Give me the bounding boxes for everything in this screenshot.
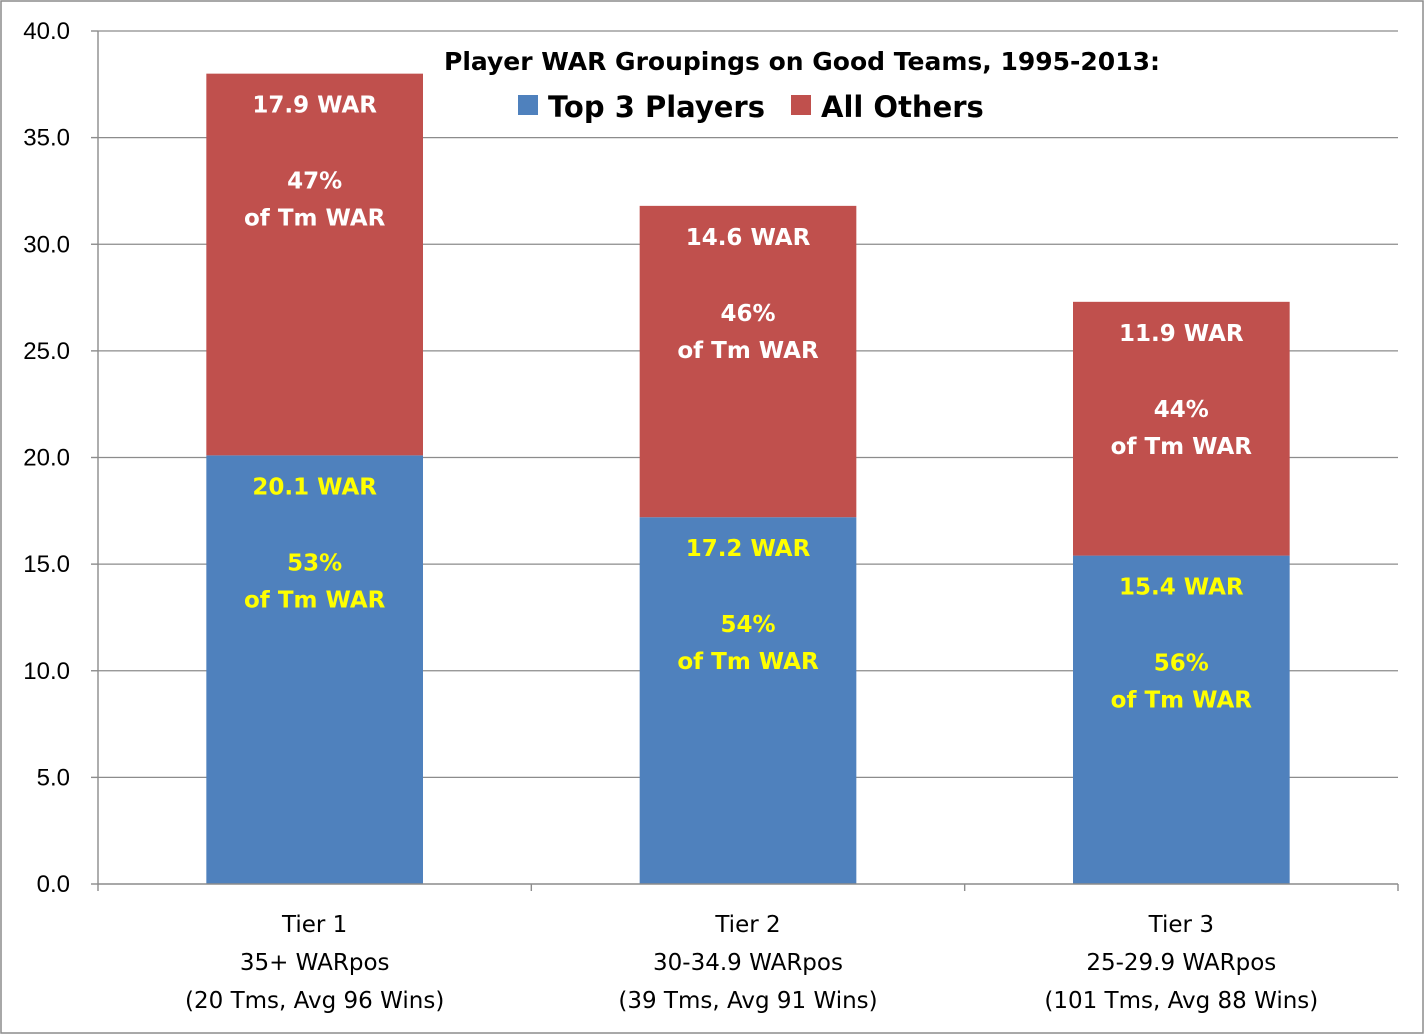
bar-pct-label: 47%	[287, 169, 342, 195]
y-tick-label: 10.0	[23, 658, 70, 685]
bar-pct-suffix-label: of Tm WAR	[1111, 688, 1253, 714]
legend-swatch	[518, 95, 538, 115]
x-tick-label: (20 Tms, Avg 96 Wins)	[185, 988, 444, 1014]
y-tick-label: 15.0	[23, 551, 70, 578]
bar-pct-suffix-label: of Tm WAR	[244, 206, 386, 232]
bar-pct-label: 46%	[720, 301, 775, 327]
bar-pct-suffix-label: of Tm WAR	[677, 649, 819, 675]
bar-top3-tier-3	[1073, 555, 1290, 884]
bar-pct-label: 56%	[1154, 651, 1209, 677]
bar-pct-suffix-label: of Tm WAR	[677, 338, 819, 364]
bar-others-tier-2	[639, 205, 857, 518]
y-tick-label: 35.0	[23, 125, 70, 152]
bar-value-label: 15.4 WAR	[1119, 575, 1244, 601]
x-tick-label: (39 Tms, Avg 91 Wins)	[618, 988, 877, 1014]
bar-value-label: 17.2 WAR	[686, 536, 811, 562]
x-tick-label: 30-34.9 WARpos	[653, 950, 843, 976]
bars: 20.1 WAR 53% of Tm WAR 17.9 WAR 47% of Tm WAR…	[206, 73, 1290, 884]
x-tick-label: 25-29.9 WARpos	[1086, 950, 1276, 976]
bar-value-label: 17.9 WAR	[252, 93, 377, 119]
y-tick-label: 25.0	[23, 338, 70, 365]
x-tick-label: 35+ WARpos	[240, 950, 390, 976]
x-tick-label: (101 Tms, Avg 88 Wins)	[1044, 988, 1318, 1014]
bar-pct-label: 53%	[287, 550, 342, 576]
bar-pct-label: 54%	[720, 612, 775, 638]
y-tick-label: 30.0	[23, 231, 70, 258]
y-axis-ticks: 0.0 5.0 10.0 15.0 20.0 25.0 30.0 35.0 40.0	[23, 18, 98, 898]
bar-others-tier-3	[1073, 301, 1290, 556]
x-tick-label: Tier 1	[281, 912, 347, 938]
bar-top3-tier-2	[639, 517, 857, 884]
y-tick-label: 5.0	[37, 764, 70, 791]
bar-top3-tier-1	[206, 455, 423, 884]
y-tick-label: 0.0	[37, 871, 70, 898]
chart-title: Player WAR Groupings on Good Teams, 1995…	[444, 47, 1160, 76]
x-axis-ticks: Tier 1 35+ WARpos (20 Tms, Avg 96 Wins) Tie…	[185, 912, 1318, 1014]
bar-pct-label: 44%	[1154, 397, 1209, 423]
bar-pct-suffix-label: of Tm WAR	[244, 587, 386, 613]
legend: Top 3 Players All Others	[518, 90, 984, 124]
x-tick-label: Tier 3	[1148, 912, 1214, 938]
y-tick-label: 20.0	[23, 445, 70, 472]
bar-value-label: 14.6 WAR	[686, 225, 811, 251]
axes	[97, 31, 1399, 891]
bar-value-label: 11.9 WAR	[1119, 321, 1244, 347]
legend-entry-label: Top 3 Players	[548, 90, 765, 124]
legend-swatch	[791, 95, 811, 115]
bar-others-tier-1	[206, 73, 423, 456]
x-tick-label: Tier 2	[714, 912, 780, 938]
bar-value-label: 20.1 WAR	[252, 474, 377, 500]
bar-pct-suffix-label: of Tm WAR	[1111, 434, 1253, 460]
legend-entry-label: All Others	[821, 90, 984, 124]
y-tick-label: 40.0	[23, 18, 70, 45]
